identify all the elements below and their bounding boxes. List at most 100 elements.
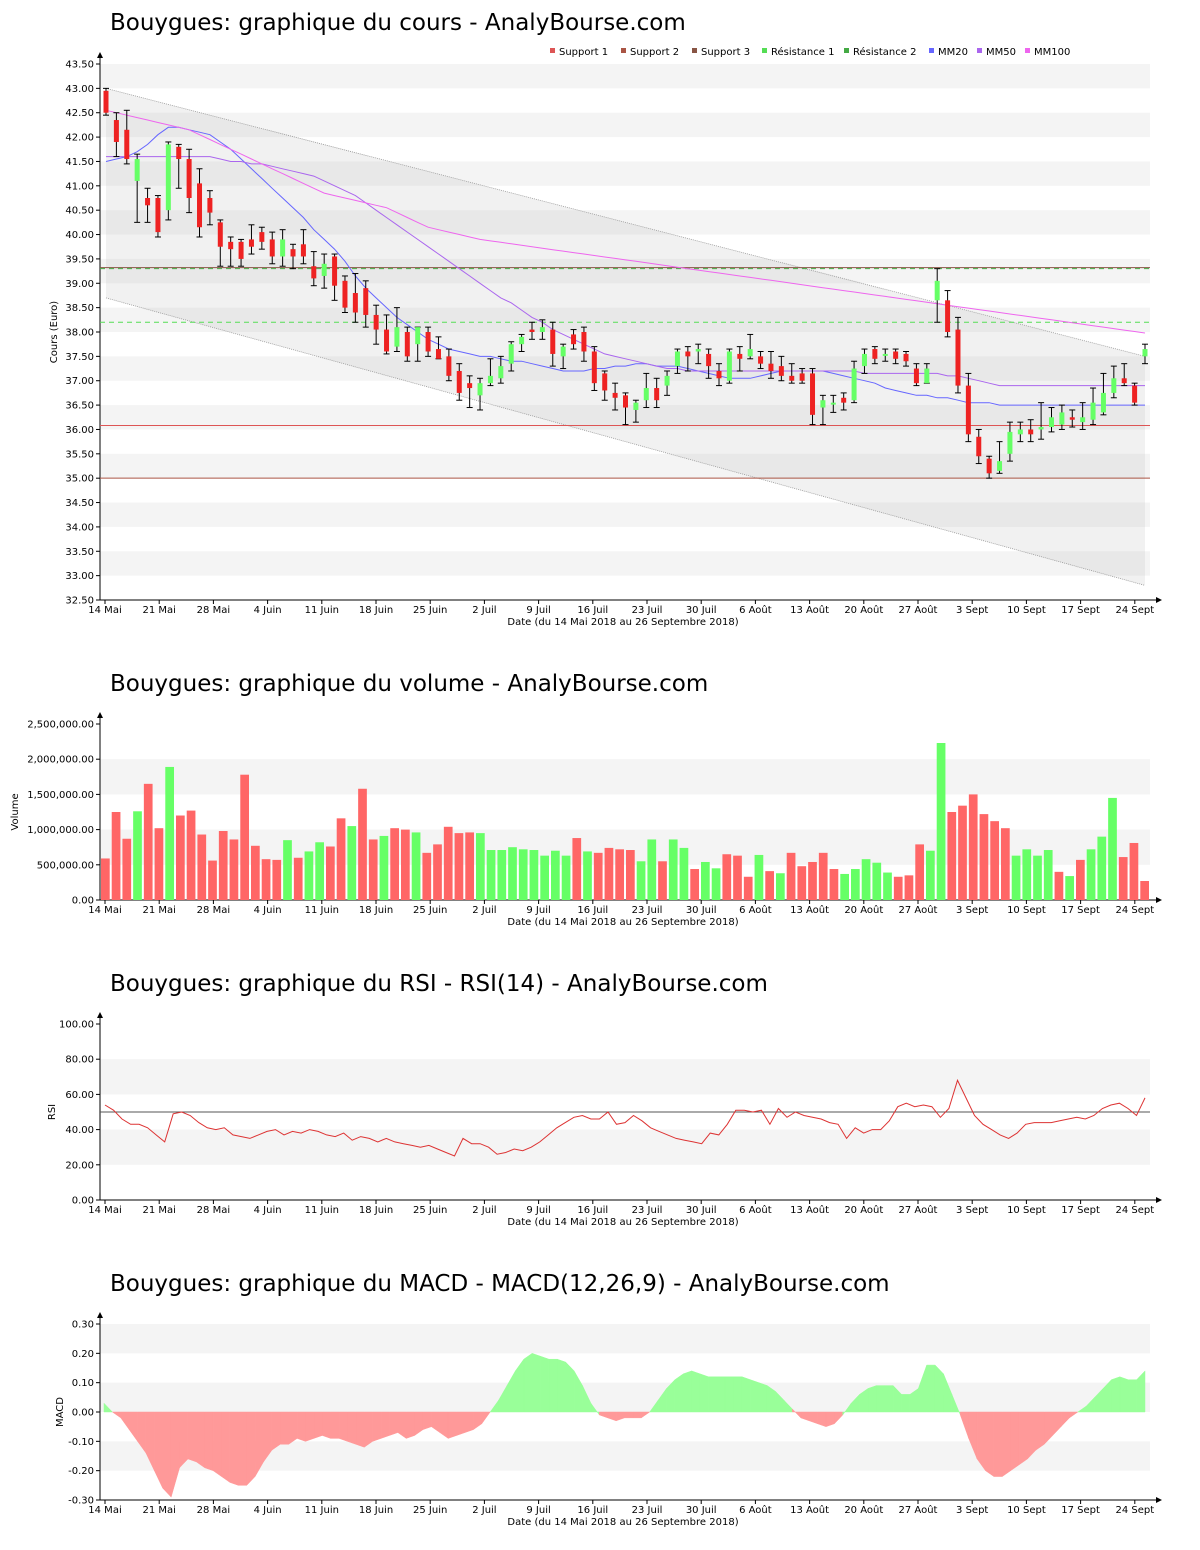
candle-body <box>1007 431 1013 454</box>
candle-body <box>446 356 452 376</box>
rsi-x-tick-label: 20 Août <box>844 1204 883 1216</box>
macd-area-negative <box>632 1411 642 1419</box>
volume-bar <box>604 847 614 900</box>
macd-x-tick-label: 4 Juin <box>254 1505 282 1516</box>
macd-area-positive <box>884 1385 894 1413</box>
legend-swatch <box>977 48 982 53</box>
candle-body <box>643 388 649 401</box>
volume-y-tick-label: 0.00 <box>72 896 94 907</box>
price-x-tick-label: 6 Août <box>739 604 772 616</box>
macd-area-negative <box>128 1411 138 1443</box>
volume-bar <box>776 873 785 900</box>
candle-body <box>134 159 140 181</box>
volume-bar <box>1118 857 1128 900</box>
rsi-y-tick-label: 80.00 <box>65 1055 94 1066</box>
macd-area-negative <box>422 1411 432 1430</box>
volume-bar <box>722 854 732 900</box>
rsi-x-tick-label: 13 Août <box>790 1204 829 1216</box>
price-x-tick-label: 13 Août <box>790 604 829 616</box>
candle-body <box>1111 378 1117 393</box>
volume-y-tick-label: 1,500,000.00 <box>27 790 94 801</box>
macd-area-negative <box>221 1411 231 1483</box>
macd-area-positive <box>934 1364 944 1413</box>
volume-bar <box>165 766 174 900</box>
candle-body <box>706 353 712 367</box>
macd-area-negative <box>397 1411 407 1439</box>
macd-area-negative <box>599 1411 608 1419</box>
price-y-tick-label: 37.00 <box>65 376 94 387</box>
volume-bar <box>818 852 828 900</box>
rsi-x-tick-label: 2 Juil <box>472 1205 496 1216</box>
volume-bar <box>433 844 442 900</box>
rsi-y-axis-arrow <box>97 1012 103 1018</box>
candle-body <box>851 368 857 401</box>
price-x-tick-label: 24 Sept <box>1115 605 1154 616</box>
volume-y-tick-label: 1,000,000.00 <box>27 825 94 836</box>
price-x-axis-arrow <box>1156 597 1162 603</box>
candle-body <box>176 146 182 160</box>
candle-body <box>924 368 930 384</box>
macd-area-negative <box>1044 1411 1053 1445</box>
volume-chart-panel: Bouygues: graphique du volume - AnalyBou… <box>0 640 1200 940</box>
macd-area-negative <box>439 1411 449 1439</box>
volume-chart-title: Bouygues: graphique du volume - AnalyBou… <box>110 671 709 697</box>
candle-body <box>155 198 161 233</box>
legend-label: Résistance 2 <box>853 46 916 58</box>
volume-bar <box>1086 849 1096 900</box>
macd-y-tick-label: 0.20 <box>72 1349 94 1360</box>
volume-y-axis-label: Volume <box>10 793 21 830</box>
rsi-x-tick-label: 27 Août <box>899 1204 938 1216</box>
candle-body <box>1121 378 1127 384</box>
legend-label: Support 3 <box>701 47 750 58</box>
volume-bar <box>229 839 239 900</box>
candle-body <box>695 349 701 352</box>
macd-y-tick-label: 0.30 <box>72 1320 94 1331</box>
price-y-tick-label: 39.50 <box>65 254 94 265</box>
macd-area-negative <box>641 1411 651 1419</box>
macd-area-negative <box>1052 1411 1062 1437</box>
volume-bar <box>304 851 314 900</box>
volume-bar <box>240 774 249 900</box>
candle-body <box>1038 427 1044 430</box>
price-band <box>100 161 1150 186</box>
rsi-x-tick-label: 28 Mai <box>197 1205 230 1216</box>
price-y-axis-label: Cours (Euro) <box>49 301 60 364</box>
volume-x-tick-label: 30 Juil <box>686 905 717 916</box>
macd-area-negative <box>380 1411 390 1439</box>
macd-area-positive <box>506 1369 516 1413</box>
candle-body <box>716 370 722 379</box>
rsi-chart-panel: Bouygues: graphique du RSI - RSI(14) - A… <box>0 940 1200 1240</box>
candle-body <box>1048 417 1054 428</box>
macd-x-tick-label: 20 Août <box>844 1504 883 1516</box>
macd-area-negative <box>313 1411 323 1439</box>
macd-y-axis-arrow <box>97 1312 103 1318</box>
volume-bar <box>443 826 453 900</box>
macd-area-positive <box>531 1352 541 1413</box>
volume-bar <box>347 826 357 900</box>
macd-x-tick-label: 2 Juil <box>472 1505 496 1516</box>
candle-body <box>113 120 119 142</box>
price-y-tick-label: 33.50 <box>65 547 94 558</box>
volume-bar <box>893 876 903 900</box>
volume-bar <box>358 788 367 900</box>
candle-body <box>280 239 286 257</box>
macd-chart-title: Bouygues: graphique du MACD - MACD(12,26… <box>110 1271 890 1297</box>
macd-area-positive <box>1119 1376 1129 1413</box>
candle-body <box>269 239 275 257</box>
volume-bar <box>1065 876 1074 900</box>
price-y-axis-arrow <box>97 52 103 58</box>
legend-swatch <box>692 48 697 53</box>
candle-body <box>934 280 940 301</box>
candle-body <box>1017 429 1023 435</box>
macd-x-tick-label: 30 Juil <box>686 1505 717 1516</box>
trend-channel <box>106 88 1145 586</box>
candle-body <box>591 351 597 384</box>
rsi-y-tick-label: 100.00 <box>59 1020 94 1031</box>
macd-y-tick-label: -0.10 <box>68 1437 94 1448</box>
volume-bar <box>861 859 871 900</box>
legend-label: MM100 <box>1034 47 1070 58</box>
candle-body <box>321 263 327 276</box>
volume-x-tick-label: 10 Sept <box>1007 905 1046 916</box>
macd-area-negative <box>960 1411 969 1439</box>
macd-y-tick-label: -0.30 <box>68 1496 94 1507</box>
